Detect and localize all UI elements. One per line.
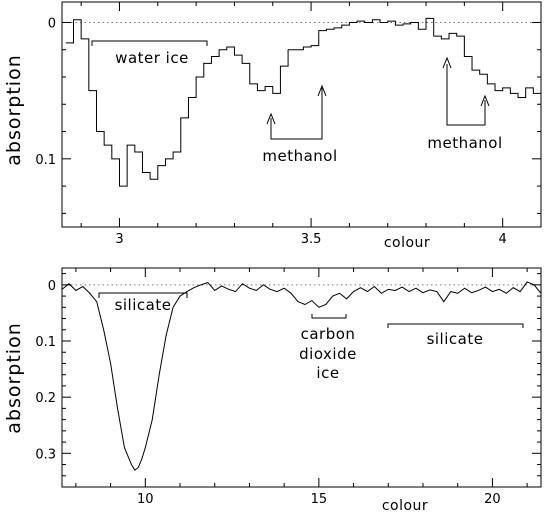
top-ticks bbox=[62, 2, 542, 227]
methanol-bracket-1 bbox=[270, 88, 323, 140]
annotation-methanol-1: methanol bbox=[262, 147, 337, 165]
arrow-up-icon bbox=[480, 94, 490, 107]
bottom-x-axis-label: colour bbox=[382, 498, 428, 514]
top-spectrum-series bbox=[65, 17, 541, 187]
x-tick-label: 20 bbox=[484, 492, 501, 507]
co2-ice-bracket bbox=[311, 314, 347, 319]
bottom-annotations: silicate carbon dioxide ice silicate bbox=[98, 292, 524, 382]
top-annotations: water ice methanol methanol bbox=[91, 40, 502, 165]
bottom-spectrum-series bbox=[61, 281, 542, 471]
top-panel: 3 3.5 4 0 0.1 water ice methanol methanol ab… bbox=[3, 1, 542, 251]
top-y-axis-label: absorption bbox=[3, 54, 25, 166]
arrow-up-icon bbox=[266, 112, 276, 125]
top-tick-labels: 3 3.5 4 0 0.1 bbox=[35, 16, 507, 247]
y-tick-label: 0 bbox=[48, 16, 56, 31]
annotation-ice: ice bbox=[316, 364, 339, 382]
y-tick-label: 0.3 bbox=[35, 447, 56, 462]
bottom-tick-labels: 10 15 20 0 0.1 0.2 0.3 bbox=[35, 279, 500, 507]
y-tick-label: 0.1 bbox=[35, 153, 56, 168]
annotation-methanol-2: methanol bbox=[427, 134, 502, 152]
x-tick-label: 10 bbox=[137, 492, 154, 507]
y-tick-label: 0 bbox=[48, 279, 56, 294]
top-plot-frame bbox=[61, 1, 542, 228]
x-tick-label: 15 bbox=[311, 492, 328, 507]
annotation-water-ice: water ice bbox=[115, 49, 189, 67]
water-ice-bracket bbox=[91, 40, 208, 46]
annotation-silicate-2: silicate bbox=[427, 330, 484, 348]
x-tick-label: 3 bbox=[115, 232, 123, 247]
y-tick-label: 0.1 bbox=[35, 335, 56, 350]
methanol-bracket-2 bbox=[446, 64, 486, 126]
y-tick-label: 0.2 bbox=[35, 391, 56, 406]
bottom-plot-frame bbox=[61, 267, 542, 488]
arrow-up-icon bbox=[442, 56, 452, 69]
bottom-panel: 10 15 20 0 0.1 0.2 0.3 silicate carbon dioxide… bbox=[3, 267, 542, 514]
silicate-bracket-2 bbox=[387, 323, 524, 328]
arrow-up-icon bbox=[317, 84, 327, 97]
x-tick-label: 3.5 bbox=[301, 232, 322, 247]
annotation-carbon: carbon bbox=[301, 325, 356, 343]
annotation-dioxide: dioxide bbox=[299, 345, 357, 363]
silicate-bracket-1 bbox=[98, 292, 188, 298]
top-x-axis-label: colour bbox=[384, 235, 430, 251]
annotation-silicate-1: silicate bbox=[115, 296, 172, 314]
x-tick-label: 4 bbox=[499, 232, 507, 247]
bottom-y-axis-label: absorption bbox=[3, 322, 25, 434]
